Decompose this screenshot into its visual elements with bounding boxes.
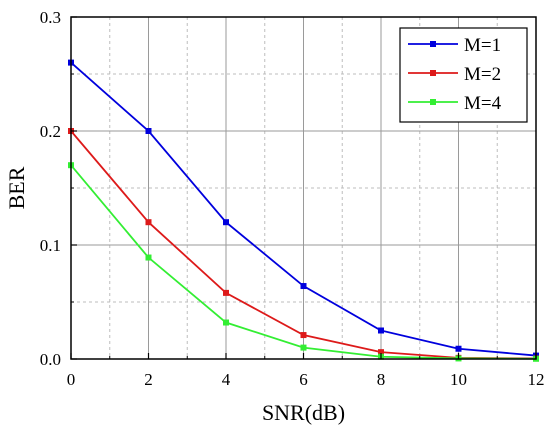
series-1-point-3: [300, 332, 307, 339]
series-1-point-2: [223, 289, 229, 296]
series-0-point-3: [300, 283, 307, 290]
legend-marker-1: [430, 70, 436, 76]
x-axis-title: SNR(dB): [262, 400, 345, 425]
series-2-point-3: [300, 344, 307, 351]
x-tick-label-2: 4: [222, 370, 231, 389]
series-0-point-1: [145, 128, 152, 134]
y-tick-label-1: 0.1: [40, 236, 61, 255]
y-tick-label-3: 0.3: [40, 8, 61, 27]
series-2-point-1: [145, 254, 152, 261]
y-tick-label-0: 0.0: [40, 350, 61, 369]
series-0-point-5: [455, 345, 462, 352]
series-0-point-4: [378, 327, 384, 334]
x-tick-label-5: 10: [450, 370, 467, 389]
series-1-point-1: [145, 219, 152, 226]
y-axis-title: BER: [4, 166, 29, 209]
x-tick-label-3: 6: [299, 370, 308, 389]
x-tick-label-4: 8: [377, 370, 386, 389]
y-tick-label-2: 0.2: [40, 122, 61, 141]
legend-marker-2: [430, 99, 436, 105]
axis-ticks: 0 2 4 6 8 10 12 0.0 0.1 0.2 0.3: [40, 8, 545, 389]
series-2-point-2: [223, 319, 229, 326]
legend-label-2: M=4: [464, 93, 502, 114]
legend-label-1: M=2: [464, 64, 501, 85]
x-tick-label-6: 12: [528, 370, 545, 389]
legend: M=1 M=2 M=4: [399, 27, 528, 123]
x-tick-label-1: 2: [144, 370, 153, 389]
x-tick-label-0: 0: [67, 370, 76, 389]
legend-marker-0: [430, 41, 436, 47]
series-0-point-2: [223, 219, 229, 226]
series-1-point-4: [378, 349, 384, 356]
legend-label-0: M=1: [464, 35, 501, 56]
